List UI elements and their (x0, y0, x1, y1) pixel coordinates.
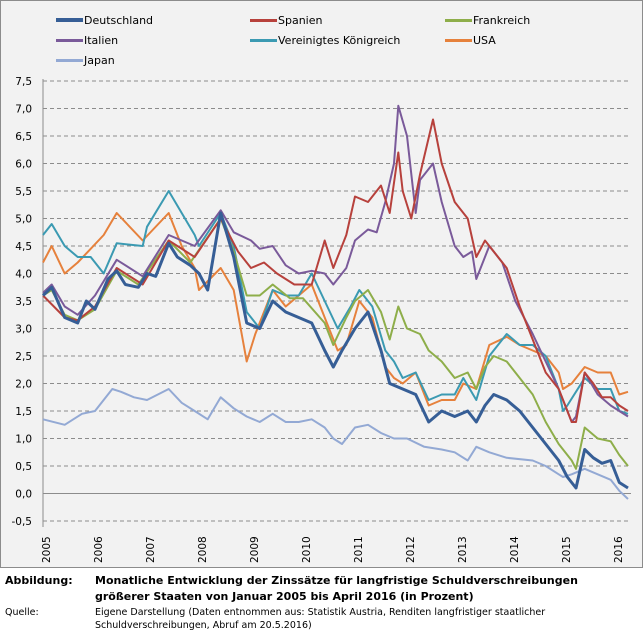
x-tick-label: 2010 (301, 536, 313, 563)
caption-title-line2: größerer Staaten von Januar 2005 bis Apr… (95, 590, 474, 603)
legend-item: Deutschland (56, 13, 153, 27)
legend-item: Vereinigtes Königreich (250, 33, 400, 47)
y-tick-label: 2,0 (15, 379, 32, 391)
legend-swatch (445, 38, 472, 42)
y-tick-label: 0,5 (15, 461, 32, 473)
legend-label: Vereinigtes Königreich (278, 33, 401, 47)
x-tick-label: 2007 (145, 536, 157, 563)
y-tick-label: 1,5 (15, 406, 32, 418)
legend-swatch (56, 38, 83, 42)
y-tick-label: 6,5 (15, 131, 32, 143)
legend-item: Italien (56, 33, 118, 47)
y-tick-label: 1,0 (15, 434, 32, 446)
y-tick-label: 4,0 (15, 269, 32, 281)
y-tick-label: 3,5 (15, 296, 32, 308)
y-tick-label: 5,5 (15, 186, 32, 198)
legend-item: USA (445, 33, 496, 47)
source-label: Quelle: (5, 607, 39, 618)
caption-title-line1: Monatliche Entwicklung der Zinssätze für… (95, 574, 578, 587)
y-tick-label: 7,0 (15, 104, 32, 116)
x-tick-label: 2012 (405, 536, 417, 563)
y-tick-label: 7,5 (15, 76, 32, 88)
caption-label: Abbildung: (5, 574, 73, 587)
y-tick-label: 4,5 (15, 241, 32, 253)
y-tick-label: 6,0 (15, 159, 32, 171)
legend-label: Japan (84, 53, 115, 67)
x-tick-label: 2005 (41, 536, 53, 563)
y-tick-label: 0,0 (15, 489, 32, 501)
source-line1: Eigene Darstellung (Daten entnommen aus:… (95, 607, 546, 618)
y-tick-label: -0,5 (12, 516, 33, 528)
chart-frame: -0,5 0,0 0,5 1,0 1,5 2,0 2,5 3,0 3,5 4,0 4,5 5,0 5,5… (0, 0, 643, 568)
line-chart: -0,5 0,0 0,5 1,0 1,5 2,0 2,5 3,0 3,5 4,0 4,5 5,0 5,5… (12, 76, 631, 563)
legend-label: Frankreich (473, 13, 531, 27)
legend-label: USA (473, 33, 496, 47)
y-tick-label: 2,5 (15, 351, 32, 363)
legend-item: Japan (56, 53, 115, 67)
x-tick-label: 2015 (561, 536, 573, 563)
legend-swatch (445, 18, 472, 22)
y-tick-label: 3,0 (15, 324, 32, 336)
x-tick-label: 2014 (509, 536, 521, 563)
legend-swatch (250, 18, 277, 22)
x-tick-label: 2009 (249, 536, 261, 563)
legend-item: Spanien (250, 13, 322, 27)
series-line-frankreich (42, 217, 629, 470)
x-tick-label: 2006 (93, 536, 105, 563)
series-line-usa (42, 212, 629, 407)
source-line2: Schuldverschreibungen, Abruf am 20.5.201… (95, 620, 312, 631)
series-line-italien (42, 104, 629, 423)
series-line-japan (42, 388, 629, 500)
y-tick-label: 5,0 (15, 214, 32, 226)
legend-label: Spanien (278, 13, 323, 27)
x-tick-label: 2008 (197, 536, 209, 563)
legend-item: Frankreich (445, 13, 530, 27)
x-tick-label: 2011 (353, 536, 365, 563)
series-line-spanien (42, 118, 629, 423)
series-line-vereinigtes-königreich (42, 190, 629, 415)
series-line-deutschland (41, 211, 629, 490)
x-tick-label: 2016 (613, 536, 625, 563)
legend-label: Italien (84, 33, 119, 47)
legend-swatch (56, 18, 83, 22)
x-tick-label: 2013 (457, 536, 469, 563)
legend-swatch (56, 58, 83, 62)
legend-swatch (250, 38, 277, 42)
legend-label: Deutschland (84, 13, 154, 27)
